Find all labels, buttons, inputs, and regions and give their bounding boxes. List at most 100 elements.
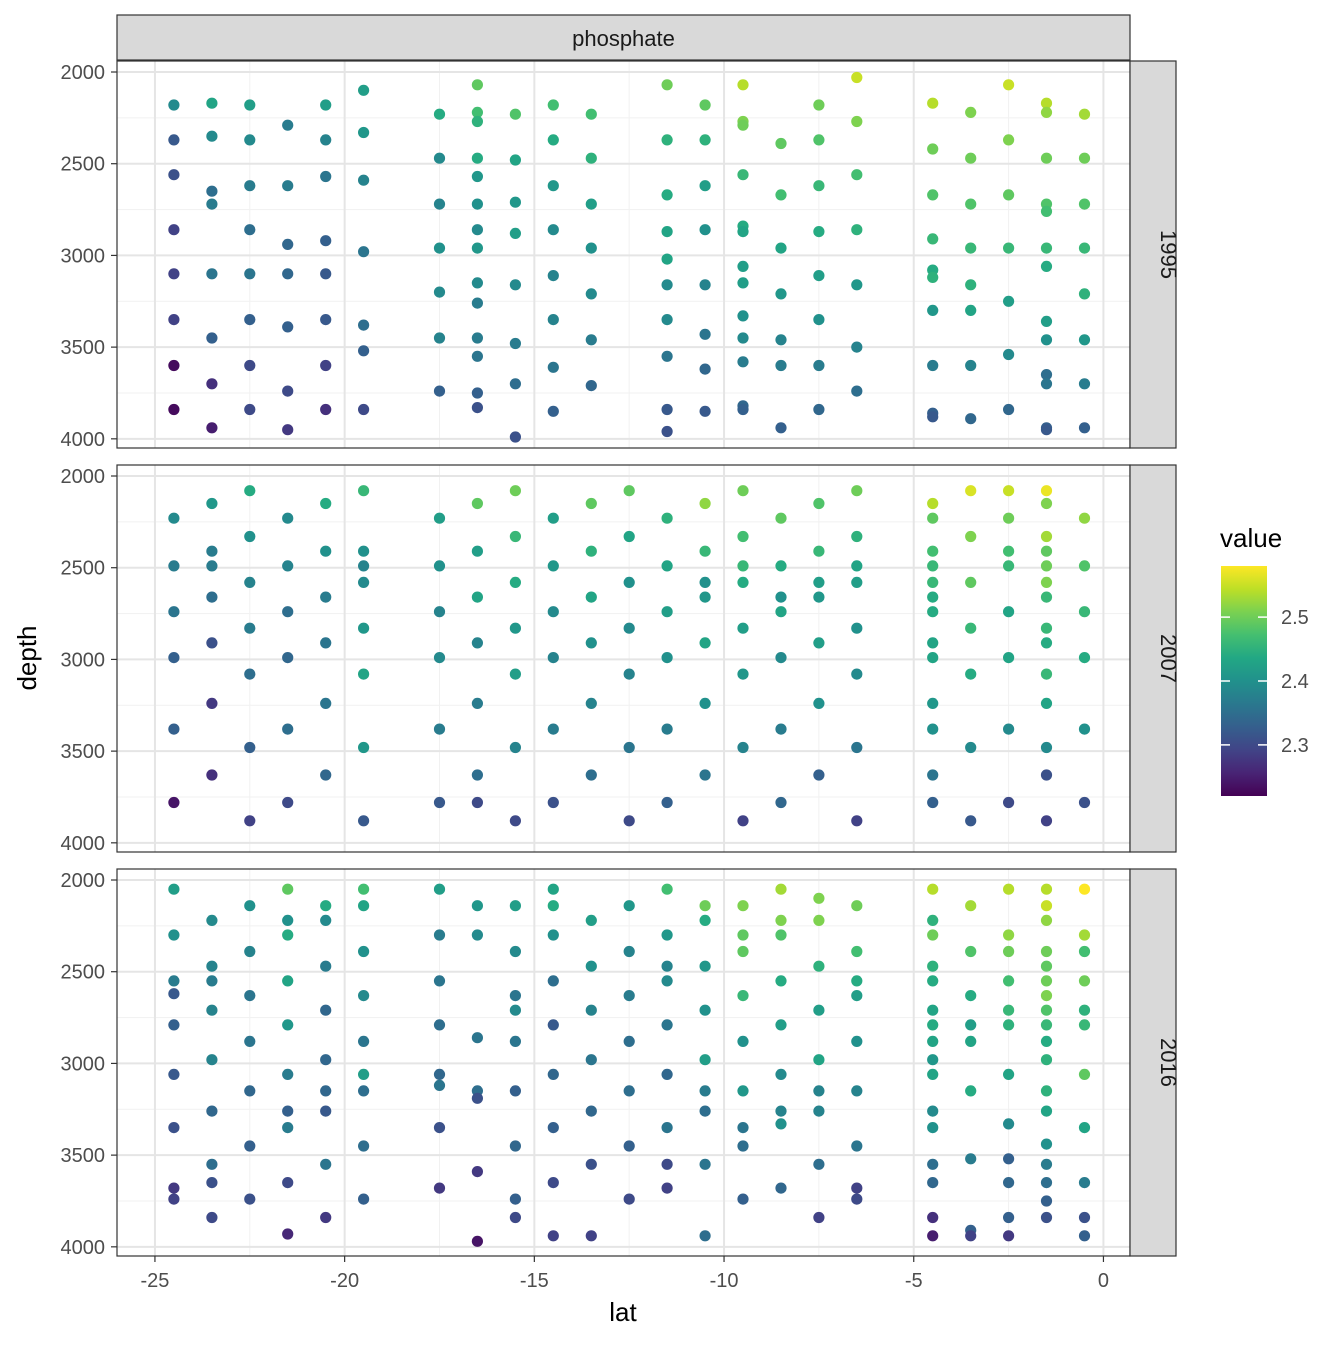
data-point [1040, 560, 1053, 572]
data-point [851, 385, 863, 397]
data-point [547, 361, 559, 373]
points-1995 [168, 71, 1091, 443]
data-point [206, 1177, 218, 1189]
data-point [547, 1230, 559, 1242]
data-point [1040, 883, 1053, 895]
data-point [547, 180, 559, 192]
data-point [471, 106, 483, 118]
data-point [168, 134, 180, 146]
data-point [168, 224, 180, 236]
data-point [471, 1032, 483, 1044]
data-point [775, 796, 787, 809]
data-point [737, 332, 749, 344]
data-point [282, 238, 294, 250]
data-point [851, 115, 863, 128]
data-point [320, 637, 332, 649]
data-point [585, 1004, 597, 1016]
data-point [282, 1105, 294, 1117]
data-point [661, 960, 673, 972]
data-point [1040, 97, 1053, 109]
data-point [1078, 152, 1091, 164]
data-point [775, 591, 787, 603]
data-point [358, 84, 370, 96]
data-point [813, 1085, 825, 1097]
data-point [699, 591, 711, 603]
data-point [927, 1035, 939, 1047]
data-point [661, 314, 673, 326]
data-point [244, 622, 256, 634]
data-point [737, 990, 749, 1002]
data-point [737, 668, 749, 680]
data-point [471, 152, 483, 164]
data-point [471, 277, 483, 289]
data-point [1040, 1085, 1053, 1097]
data-point [661, 975, 673, 987]
data-point [244, 314, 256, 326]
data-point [623, 1140, 635, 1152]
data-point [509, 622, 521, 634]
data-point [927, 606, 939, 618]
data-point [1078, 945, 1091, 958]
data-point [168, 512, 180, 524]
data-point [737, 576, 749, 589]
data-point [585, 152, 597, 164]
data-point [661, 226, 673, 238]
data-point [358, 560, 370, 572]
data-point [927, 359, 939, 372]
data-point [358, 126, 370, 139]
data-point [1040, 576, 1053, 589]
data-point [547, 975, 559, 987]
data-point [168, 268, 180, 280]
data-point [737, 1085, 749, 1097]
data-point [547, 560, 559, 572]
data-point [1078, 975, 1091, 987]
data-point [1040, 914, 1053, 927]
data-point [471, 1166, 483, 1178]
data-point [585, 545, 597, 557]
data-point [1003, 883, 1015, 895]
facet-column-strip: phosphate [116, 14, 1131, 61]
data-point [1040, 990, 1053, 1002]
data-point [282, 796, 294, 809]
data-point [927, 1211, 939, 1224]
data-point [509, 1085, 521, 1097]
data-point [927, 576, 939, 589]
data-point [1003, 723, 1015, 735]
data-point [1078, 883, 1091, 895]
data-point [1003, 945, 1015, 958]
data-point [775, 606, 787, 618]
data-point [1003, 1118, 1015, 1130]
data-point [1078, 512, 1091, 524]
data-point [1003, 1019, 1015, 1031]
legend-title: value [1220, 523, 1282, 553]
data-point [851, 900, 863, 912]
data-point [547, 1019, 559, 1031]
data-point [585, 497, 597, 510]
data-point [699, 279, 711, 291]
data-point [168, 723, 180, 735]
data-point [813, 99, 825, 111]
data-point [699, 134, 711, 146]
data-point [1040, 1105, 1053, 1117]
data-point [1003, 796, 1015, 809]
data-point [509, 1035, 521, 1047]
data-point [1040, 945, 1053, 958]
data-point [244, 741, 256, 754]
data-point [509, 1193, 521, 1205]
data-point [206, 960, 218, 972]
x-tick-label: -25 [140, 1270, 169, 1292]
data-point [320, 591, 332, 603]
data-point [927, 769, 939, 781]
data-point [282, 1068, 294, 1080]
data-point [206, 185, 218, 197]
data-point [927, 960, 939, 972]
data-point [927, 697, 939, 710]
data-point [927, 637, 939, 649]
data-point [737, 169, 749, 181]
data-point [206, 560, 218, 572]
data-point [320, 697, 332, 710]
data-point [737, 741, 749, 754]
data-point [927, 652, 939, 664]
data-point [851, 741, 863, 754]
data-point [927, 189, 939, 201]
